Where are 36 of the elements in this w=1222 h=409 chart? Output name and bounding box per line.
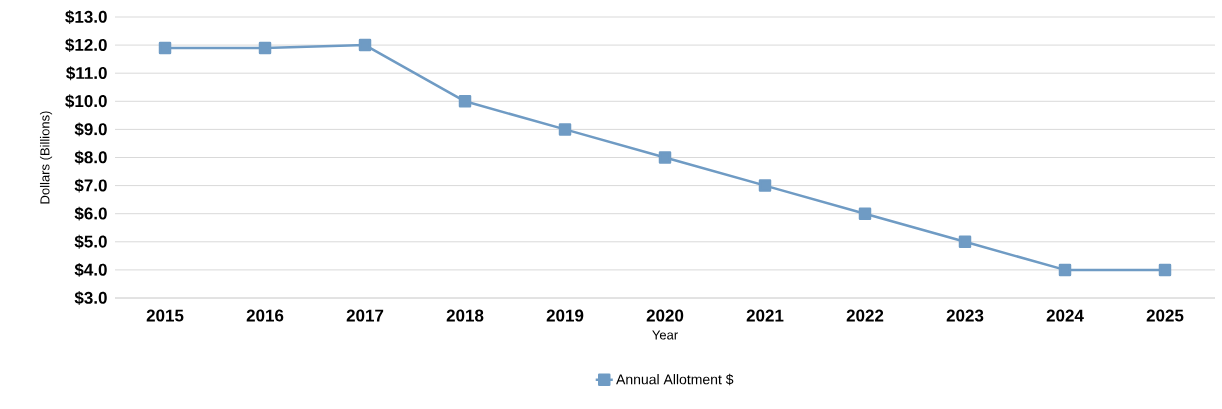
y-tick-label: $9.0 bbox=[74, 122, 107, 137]
y-axis-title: Dollars (Billions) bbox=[39, 111, 53, 204]
x-tick-label: 2019 bbox=[546, 309, 584, 322]
y-tick-label: $4.0 bbox=[74, 262, 107, 277]
x-tick-label: 2022 bbox=[846, 309, 884, 322]
y-tick-label: $7.0 bbox=[74, 178, 107, 193]
y-tick-label: $3.0 bbox=[74, 291, 107, 305]
x-tick-label: 2016 bbox=[246, 309, 284, 322]
x-tick-label: 2020 bbox=[646, 309, 684, 322]
y-tick-label: $8.0 bbox=[74, 150, 107, 165]
point bbox=[458, 95, 472, 108]
point bbox=[858, 207, 872, 220]
x-tick-label: 2015 bbox=[146, 309, 184, 322]
point bbox=[258, 41, 272, 55]
x-tick-label: 2018 bbox=[446, 309, 484, 322]
point bbox=[358, 38, 372, 52]
x-tick-label: 2024 bbox=[1046, 309, 1084, 322]
y-tick-label: $6.0 bbox=[74, 206, 107, 221]
x-tick-label: 2025 bbox=[1146, 309, 1184, 322]
legend-label: Annual Allotment $ bbox=[616, 373, 734, 386]
y-tick-label: $13.0 bbox=[65, 10, 107, 24]
y-tick-label: $12.0 bbox=[65, 38, 107, 53]
point bbox=[958, 235, 972, 249]
point bbox=[1158, 263, 1172, 277]
point bbox=[158, 41, 172, 55]
x-axis-title: Year bbox=[652, 330, 678, 340]
y-tick-label: $10.0 bbox=[65, 94, 107, 109]
point bbox=[758, 179, 772, 192]
x-tick-label: 2017 bbox=[346, 309, 384, 322]
point bbox=[558, 123, 572, 136]
point bbox=[658, 151, 672, 164]
x-tick-label: 2023 bbox=[946, 309, 984, 322]
y-tick-label: $5.0 bbox=[74, 234, 107, 249]
y-tick-label: $11.0 bbox=[66, 66, 107, 81]
x-tick-label: 2021 bbox=[746, 309, 784, 322]
point bbox=[1058, 263, 1072, 277]
